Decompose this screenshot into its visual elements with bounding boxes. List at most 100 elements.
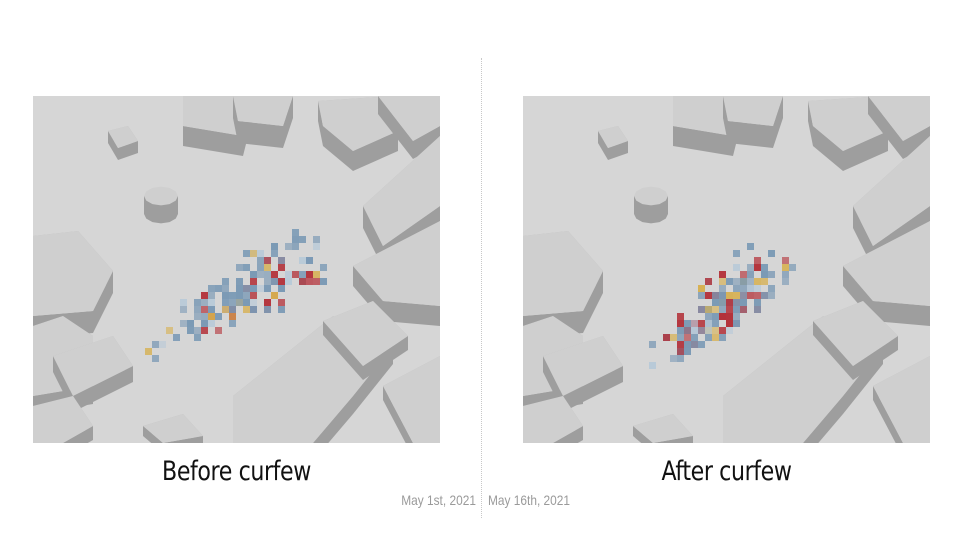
heat-cell: [733, 250, 740, 257]
heat-cell: [257, 264, 264, 271]
heat-cell: [698, 285, 705, 292]
heat-cell: [684, 348, 691, 355]
building-roof: [323, 301, 408, 366]
heat-cell: [768, 285, 775, 292]
heat-cell: [201, 327, 208, 334]
heat-cell: [698, 292, 705, 299]
building-side: [93, 271, 113, 333]
heat-cell: [719, 299, 726, 306]
heat-cell: [208, 285, 215, 292]
heat-cell: [152, 355, 159, 362]
heat-cells: [649, 243, 796, 369]
heat-cell: [215, 327, 222, 334]
building-side: [728, 121, 773, 148]
heat-cell: [684, 320, 691, 327]
building-roof: [378, 96, 440, 141]
heat-cell: [747, 285, 754, 292]
building-side: [383, 301, 440, 326]
heat-cell: [733, 306, 740, 313]
heat-cell: [222, 306, 229, 313]
building-side: [73, 366, 133, 412]
heat-cell: [768, 250, 775, 257]
heat-cell: [313, 271, 320, 278]
heat-cell: [194, 299, 201, 306]
heat-cell: [159, 341, 166, 348]
caption-before: Before curfew: [162, 456, 311, 487]
date-before: May 1st, 2021: [401, 492, 476, 508]
heat-cell: [236, 292, 243, 299]
building-side: [868, 96, 903, 159]
heat-cell: [698, 341, 705, 348]
cylinder-base: [634, 214, 668, 224]
heat-cell: [726, 306, 733, 313]
heat-cell: [257, 250, 264, 257]
building-roof: [873, 356, 930, 443]
building-side: [903, 126, 930, 159]
heat-cell: [740, 271, 747, 278]
date-after: May 16th, 2021: [488, 492, 571, 508]
heat-cell: [670, 334, 677, 341]
building-roof: [853, 136, 930, 246]
building-side: [608, 141, 628, 160]
heat-cell: [194, 313, 201, 320]
heat-cell: [705, 292, 712, 299]
heat-cell: [292, 236, 299, 243]
heat-cell: [705, 306, 712, 313]
heat-cell: [719, 306, 726, 313]
building-side: [853, 336, 898, 380]
heat-cell: [649, 341, 656, 348]
heat-cell: [782, 271, 789, 278]
heat-cell: [257, 257, 264, 264]
heat-cell: [782, 278, 789, 285]
heat-cell: [243, 299, 250, 306]
heat-cell: [726, 320, 733, 327]
heat-cell: [194, 306, 201, 313]
heat-cell: [208, 313, 215, 320]
heat-cell: [677, 327, 684, 334]
heat-cell: [719, 313, 726, 320]
heat-cell: [299, 257, 306, 264]
heat-cell: [222, 278, 229, 285]
building-side: [873, 301, 930, 326]
heat-cell: [698, 306, 705, 313]
heat-cell: [789, 264, 796, 271]
map-panel-before: [33, 96, 440, 443]
building-side: [843, 131, 888, 171]
building-side: [773, 96, 783, 148]
heat-cell: [733, 292, 740, 299]
heat-cell: [705, 278, 712, 285]
heat-cell: [754, 257, 761, 264]
heat-cell: [299, 278, 306, 285]
heat-cell: [229, 320, 236, 327]
heat-cell: [264, 306, 271, 313]
heat-cell: [719, 285, 726, 292]
building-roof: [598, 126, 628, 148]
cylinder-top: [634, 186, 668, 206]
heat-cell: [698, 327, 705, 334]
heat-cell: [726, 313, 733, 320]
heat-cell: [194, 327, 201, 334]
heat-cell: [677, 320, 684, 327]
heat-cell: [236, 278, 243, 285]
building-roof: [33, 396, 93, 443]
heat-cell: [733, 278, 740, 285]
heat-cell: [740, 278, 747, 285]
heat-cell: [180, 320, 187, 327]
heat-cell: [768, 271, 775, 278]
heat-cell: [201, 313, 208, 320]
building-roof: [353, 221, 440, 306]
building-side: [353, 131, 398, 171]
heat-cell: [684, 341, 691, 348]
heat-cell: [313, 278, 320, 285]
heat-cell: [705, 313, 712, 320]
heat-cell: [278, 306, 285, 313]
heat-cell: [208, 292, 215, 299]
heat-cell: [264, 278, 271, 285]
building-side: [233, 96, 238, 143]
heat-cell: [229, 313, 236, 320]
heat-cell: [229, 299, 236, 306]
heat-cell: [306, 271, 313, 278]
heat-cell: [271, 292, 278, 299]
heat-cell: [208, 299, 215, 306]
heat-cell: [698, 320, 705, 327]
